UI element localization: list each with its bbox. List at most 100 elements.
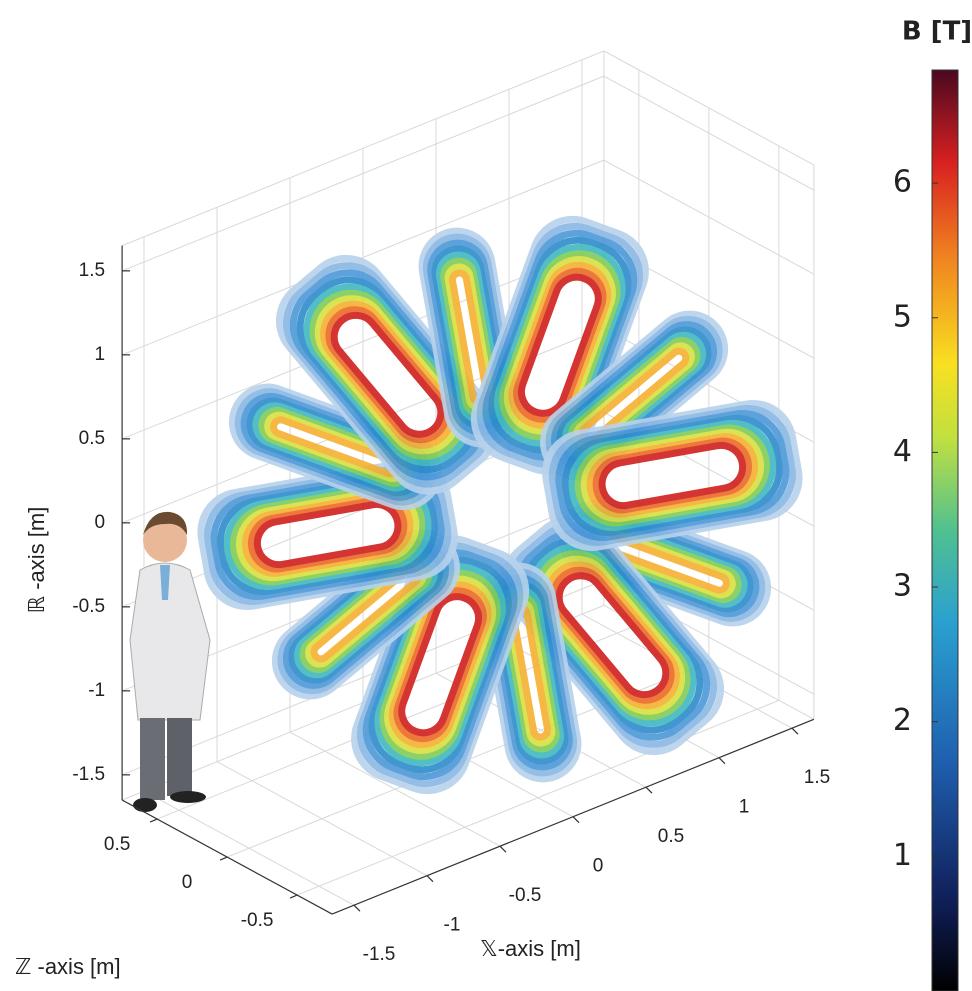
coil-winding [580, 428, 764, 523]
coil-winding [545, 561, 680, 710]
z-axis-label: ℤ -axis [m] [15, 954, 121, 979]
x-tick-label: -0.5 [509, 885, 542, 906]
coil-winding [488, 236, 632, 454]
coils [197, 215, 803, 795]
coil-winding [568, 419, 777, 532]
coil-winding [586, 433, 759, 518]
x-tick [645, 786, 653, 794]
coil-winding [539, 555, 686, 715]
coil-winding [223, 478, 432, 591]
coil-winding [356, 542, 524, 788]
grid [121, 50, 815, 906]
coil-winding [393, 587, 487, 743]
z-tick [219, 856, 228, 861]
x-tick-label: -1 [444, 915, 461, 936]
coil-winding [230, 483, 426, 586]
coil-winding [551, 321, 718, 471]
coil-winding [362, 549, 518, 781]
coil-winding [241, 492, 414, 577]
y-tick-label: 1.5 [79, 260, 105, 281]
coil-winding [398, 593, 483, 737]
coil-winding [368, 556, 512, 774]
y-tick-label: 0 [95, 512, 106, 533]
colorbar-tick-label: 1 [893, 838, 912, 873]
coil [197, 459, 458, 611]
coil-winding [494, 243, 626, 447]
coil-winding [374, 563, 506, 767]
coil [351, 535, 530, 795]
coil-winding [210, 468, 445, 601]
coil-winding [508, 261, 612, 429]
y-tick-label: -1 [88, 680, 105, 701]
x-tick [572, 816, 580, 824]
coil [275, 254, 500, 495]
coil-winding [555, 409, 790, 542]
z-tick-label: 0 [182, 872, 193, 893]
y-tick-label: 1 [95, 344, 106, 365]
x-tick [718, 757, 726, 765]
z-tick [149, 818, 158, 823]
coil-winding [528, 544, 697, 727]
axes: -1.5 -1 -0.5 0 0.5 1 1.5 -1.5 -1 -0.5 0 0.5 1 1.5 -0.5… [72, 245, 830, 965]
grid-line [296, 699, 780, 896]
y-tick-label: -1.5 [72, 764, 105, 785]
z-tick [289, 894, 298, 899]
coil-winding [289, 269, 486, 481]
coil-winding [542, 399, 803, 551]
coil-winding [598, 441, 747, 510]
coil-winding [314, 295, 461, 455]
x-axis-label: 𝕏-axis [m] [480, 936, 581, 961]
coil-winding [507, 522, 718, 748]
x-tick [499, 845, 507, 853]
colorbar-tick-label: 4 [893, 434, 912, 469]
coil-winding [561, 414, 783, 537]
coil-winding [217, 473, 439, 596]
coil-winding [482, 229, 638, 461]
coil-winding [548, 404, 796, 546]
coil-winding [550, 566, 675, 704]
x-tick-label: 1.5 [804, 767, 830, 788]
coil-winding [521, 536, 704, 734]
x-tick-label: -1.5 [363, 944, 396, 965]
coil-winding [296, 276, 479, 474]
x-tick-label: 0.5 [658, 826, 684, 847]
coil-winding [513, 267, 607, 423]
coil-winding [503, 256, 616, 435]
x-axis [331, 718, 815, 915]
colorbar-tick-label: 2 [893, 703, 912, 738]
coil-winding [499, 250, 621, 441]
grid-line [121, 159, 605, 356]
grid-line [121, 75, 605, 272]
coil-winding [309, 289, 466, 460]
colorbar-tick-label: 6 [893, 165, 912, 200]
coil-winding [320, 300, 455, 449]
x-tick [353, 904, 361, 912]
y-tick-label: 0.5 [79, 428, 105, 449]
coil-winding [476, 222, 644, 468]
coil-winding [330, 311, 445, 438]
z-tick-label: 0.5 [104, 834, 130, 855]
coil-winding [236, 487, 420, 582]
coil-winding [253, 500, 402, 569]
coil-winding [303, 283, 472, 466]
coil-winding [325, 306, 450, 444]
coil-winding [282, 262, 493, 488]
coil-winding [514, 529, 711, 741]
y-axis-label: ℝ -axis [m] [24, 507, 49, 614]
colorbar-tick-label: 5 [893, 299, 912, 334]
z-tick-label: -0.5 [241, 910, 274, 931]
x-tick [426, 875, 434, 883]
x-tick-label: 1 [739, 797, 750, 818]
colorbar-tick-label: 3 [893, 569, 912, 604]
coil-winding [388, 581, 492, 749]
coil-winding [282, 539, 449, 689]
y-tick-label: -0.5 [72, 596, 105, 617]
coil-winding [384, 575, 497, 754]
colorbar [931, 69, 959, 991]
coil [500, 515, 725, 756]
coil-winding [204, 464, 452, 606]
coil-winding [517, 273, 602, 417]
colorbar-title: B [T] [902, 17, 972, 47]
